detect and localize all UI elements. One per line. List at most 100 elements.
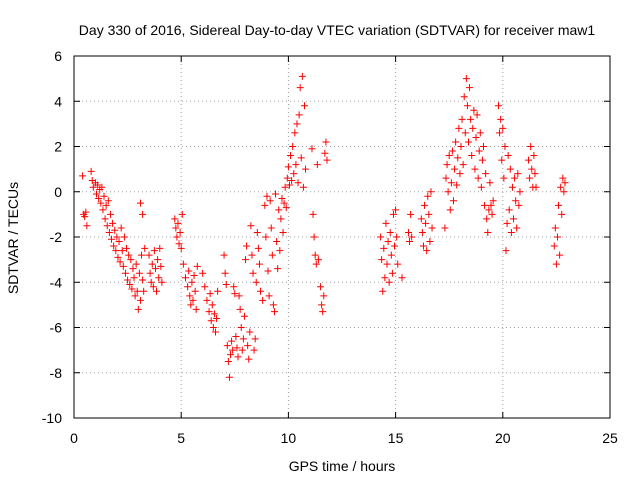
data-point bbox=[468, 152, 476, 160]
data-point bbox=[280, 199, 288, 207]
data-point bbox=[424, 192, 432, 200]
chart-title: Day 330 of 2016, Sidereal Day-to-day VTE… bbox=[79, 22, 596, 38]
data-point bbox=[483, 215, 491, 223]
data-point bbox=[261, 201, 269, 209]
x-tick-label: 0 bbox=[70, 430, 78, 446]
data-point bbox=[470, 106, 478, 114]
data-point bbox=[454, 154, 462, 162]
data-point bbox=[308, 145, 316, 153]
data-point bbox=[393, 233, 401, 241]
data-point bbox=[238, 346, 246, 354]
data-point bbox=[530, 152, 538, 160]
data-point bbox=[391, 242, 399, 250]
data-point bbox=[132, 260, 140, 268]
data-point bbox=[442, 174, 450, 182]
data-point bbox=[504, 152, 512, 160]
data-points bbox=[79, 72, 569, 381]
data-point bbox=[199, 269, 207, 277]
data-point bbox=[475, 147, 483, 155]
data-point bbox=[247, 222, 255, 230]
data-point bbox=[230, 283, 238, 291]
data-point bbox=[495, 102, 503, 110]
data-point bbox=[505, 206, 513, 214]
data-point bbox=[298, 72, 306, 80]
data-point bbox=[293, 120, 301, 128]
data-point bbox=[155, 274, 163, 282]
data-point bbox=[488, 210, 496, 218]
data-point bbox=[208, 301, 216, 309]
data-point bbox=[233, 344, 241, 352]
data-point bbox=[453, 181, 461, 189]
data-point bbox=[461, 129, 469, 137]
data-point bbox=[139, 276, 147, 284]
data-point bbox=[185, 267, 193, 275]
data-point bbox=[557, 183, 565, 191]
data-point bbox=[179, 260, 187, 268]
data-point bbox=[407, 210, 415, 218]
data-point bbox=[507, 228, 515, 236]
data-point bbox=[441, 224, 449, 232]
data-point bbox=[93, 190, 101, 198]
data-point bbox=[472, 133, 480, 141]
data-point bbox=[428, 224, 436, 232]
data-point bbox=[422, 219, 430, 227]
data-point bbox=[323, 156, 331, 164]
data-point bbox=[102, 201, 110, 209]
data-point bbox=[474, 174, 482, 182]
data-point bbox=[559, 174, 567, 182]
data-point bbox=[269, 301, 277, 309]
data-point bbox=[266, 197, 274, 205]
data-point bbox=[294, 179, 302, 187]
tick-labels: 0 5 10 15 20 25 -10 -8 -6 -4 -2 0 2 4 6 bbox=[42, 48, 618, 446]
data-point bbox=[276, 247, 284, 255]
data-point bbox=[237, 324, 245, 331]
data-point bbox=[444, 188, 452, 196]
data-point bbox=[292, 161, 300, 169]
data-point bbox=[555, 201, 563, 209]
data-point bbox=[236, 305, 244, 313]
data-point bbox=[270, 308, 278, 316]
data-point bbox=[322, 138, 330, 146]
data-point bbox=[126, 281, 134, 289]
data-point bbox=[89, 183, 97, 191]
data-point bbox=[503, 219, 511, 227]
data-point bbox=[279, 228, 287, 236]
data-point bbox=[225, 373, 233, 381]
data-point bbox=[265, 292, 273, 300]
data-point bbox=[447, 179, 455, 187]
data-point bbox=[234, 353, 242, 361]
data-point bbox=[116, 258, 124, 266]
x-tick-label: 25 bbox=[602, 430, 618, 446]
y-tick-label: 4 bbox=[54, 93, 62, 109]
data-point bbox=[500, 174, 508, 182]
data-point bbox=[462, 75, 470, 83]
data-point bbox=[445, 152, 453, 160]
data-point bbox=[458, 115, 466, 123]
data-point bbox=[254, 244, 262, 252]
data-point bbox=[515, 201, 523, 209]
data-point bbox=[552, 260, 560, 268]
data-point bbox=[398, 274, 406, 282]
data-point bbox=[456, 170, 464, 178]
data-point bbox=[408, 233, 416, 241]
data-point bbox=[476, 129, 484, 137]
data-point bbox=[184, 283, 192, 291]
data-point bbox=[205, 308, 213, 316]
data-point bbox=[173, 233, 181, 241]
data-point bbox=[229, 346, 237, 354]
data-point bbox=[210, 310, 218, 318]
data-point bbox=[151, 265, 159, 273]
data-point bbox=[516, 188, 524, 196]
y-tick-label: -10 bbox=[42, 410, 62, 426]
data-point bbox=[382, 219, 390, 227]
data-point bbox=[104, 197, 112, 205]
data-point bbox=[302, 165, 310, 173]
data-point bbox=[133, 287, 141, 295]
data-point bbox=[377, 233, 385, 241]
data-point bbox=[383, 260, 391, 268]
data-point bbox=[289, 143, 297, 150]
data-point bbox=[560, 188, 568, 196]
data-point bbox=[214, 287, 222, 295]
data-point bbox=[484, 228, 492, 236]
data-point bbox=[288, 176, 296, 184]
